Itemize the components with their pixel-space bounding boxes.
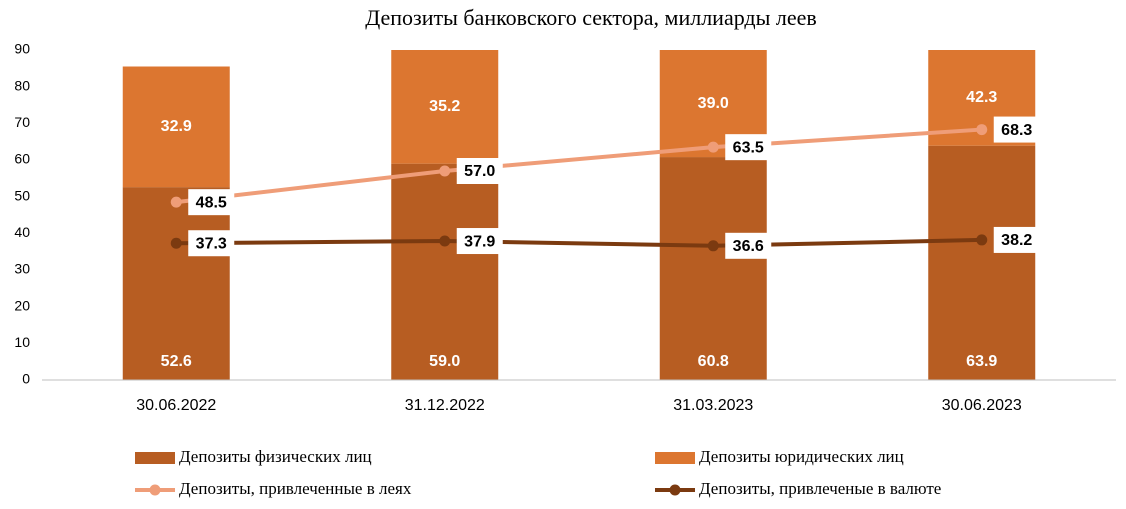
line-label: 37.9 (464, 233, 495, 250)
bar (928, 145, 1036, 380)
legend-label: Депозиты юридических лиц (699, 447, 904, 466)
line (176, 127, 982, 205)
label-box (725, 232, 772, 259)
x-tick-label: 31.12.2022 (405, 397, 485, 414)
y-tick-label: 20 (14, 297, 30, 313)
legend-marker (669, 484, 681, 496)
legend-marker (149, 484, 161, 496)
label-box (725, 134, 772, 161)
bars (122, 50, 1036, 380)
y-tick-label: 80 (14, 77, 30, 93)
line-label: 37.3 (196, 235, 227, 252)
y-tick-label: 70 (14, 114, 30, 130)
y-tick-label: 60 (14, 151, 30, 167)
y-tick-label: 30 (14, 261, 30, 277)
point (707, 240, 719, 252)
legend-swatch (655, 452, 695, 464)
y-tick-label: 40 (14, 224, 30, 240)
y-tick-label: 10 (14, 334, 30, 350)
point (170, 237, 182, 249)
bar-label: 59.0 (429, 353, 460, 370)
legend-label: Депозиты, привлеченые в валюте (699, 479, 941, 498)
point (707, 141, 719, 153)
point (170, 196, 182, 208)
bar (391, 163, 499, 380)
bar-label: 63.9 (966, 353, 997, 370)
label-box (993, 116, 1040, 143)
bar (122, 66, 230, 188)
x-tick-label: 30.06.2022 (136, 397, 216, 414)
bar-label: 35.2 (429, 98, 460, 115)
bar (391, 50, 499, 164)
label-box (188, 189, 235, 216)
point (976, 124, 988, 136)
legend-label: Депозиты, привлеченные в леях (179, 479, 412, 498)
chart-title: Депозиты банковского сектора, миллиарды … (365, 5, 817, 30)
legend-label: Депозиты физических лиц (179, 447, 372, 466)
label-box (188, 230, 235, 257)
point (976, 234, 988, 246)
x-tick-label: 30.06.2023 (942, 397, 1022, 414)
line-label: 68.3 (1001, 122, 1032, 139)
label-box (456, 158, 503, 184)
line (176, 237, 982, 248)
bar (659, 157, 767, 380)
bar-label: 60.8 (698, 353, 729, 370)
point (439, 235, 451, 247)
line-label: 38.2 (1001, 232, 1032, 249)
line-label: 63.5 (733, 139, 764, 156)
y-tick-label: 50 (14, 187, 30, 203)
y-tick-label: 0 (22, 371, 30, 387)
x-tick-label: 31.03.2023 (673, 397, 753, 414)
legend-swatch (135, 452, 175, 464)
bar-label: 32.9 (161, 118, 192, 135)
bar (122, 187, 230, 380)
line-label: 48.5 (196, 194, 227, 211)
line-label: 57.0 (464, 163, 495, 180)
bar-label: 42.3 (966, 89, 997, 106)
line-label: 36.6 (733, 238, 764, 255)
bar-label: 52.6 (161, 353, 192, 370)
y-tick-label: 90 (14, 41, 30, 57)
point (439, 165, 451, 177)
label-box (993, 226, 1040, 253)
bar-label: 39.0 (698, 95, 729, 112)
label-box (456, 228, 503, 255)
